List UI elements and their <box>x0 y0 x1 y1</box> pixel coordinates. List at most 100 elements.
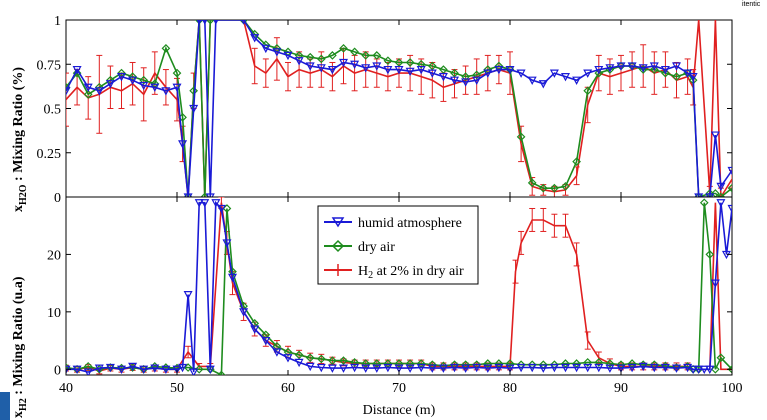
point-dry <box>183 363 193 372</box>
point-dry <box>294 350 304 360</box>
point-humid <box>394 65 404 75</box>
legend-entry-dry: dry air <box>324 239 395 255</box>
point-humid <box>427 364 437 373</box>
point-humid <box>616 364 626 373</box>
y-tick-label: 0.5 <box>44 103 62 118</box>
point-humid <box>178 140 188 149</box>
point-humid <box>161 87 171 96</box>
point-humid <box>660 65 670 75</box>
y-tick-label: 10 <box>47 306 61 321</box>
point-humid <box>150 364 160 373</box>
point-dry <box>483 359 493 368</box>
point-dry <box>339 356 348 365</box>
point-humid <box>327 364 337 373</box>
point-humid <box>727 166 732 176</box>
series-line-dry-0 <box>66 20 732 197</box>
point-humid <box>294 358 304 368</box>
legend-label-h2-sub: 2 <box>368 270 373 281</box>
point-humid <box>239 308 249 317</box>
point-humid <box>283 51 293 61</box>
x-tick-label: 70 <box>392 381 406 396</box>
legend-label-h2-rest: at 2% in dry air <box>373 264 464 279</box>
point-humid <box>483 364 493 373</box>
y-tick-label: 20 <box>47 248 61 263</box>
point-dry <box>672 72 681 81</box>
point-dry <box>405 58 415 67</box>
point-humid <box>649 363 659 373</box>
y-tick-label: 0 <box>54 363 61 378</box>
point-humid <box>338 364 349 373</box>
point-dry <box>605 359 615 368</box>
point-humid <box>205 365 215 375</box>
point-dry <box>294 51 304 60</box>
bottom-y-label-rest: : Mixing Ratio (u.a) <box>11 276 26 398</box>
legend-label-h2: H2 at 2% in dry air <box>358 264 464 281</box>
point-humid <box>189 104 199 114</box>
point-humid <box>527 363 537 373</box>
point-humid <box>683 363 693 373</box>
point-dry <box>272 341 282 351</box>
y-tick-label: 0 <box>54 191 61 206</box>
point-dry <box>261 330 271 340</box>
point-humid <box>438 73 448 82</box>
point-humid <box>305 62 315 71</box>
x-ticks: 40 50 60 70 80 90 100 <box>59 197 743 396</box>
point-humid <box>128 76 138 85</box>
point-humid <box>361 364 371 373</box>
point-humid <box>272 348 282 357</box>
top-y-label-sub: H2O <box>18 184 29 205</box>
point-humid <box>241 20 247 25</box>
point-dry <box>328 51 337 60</box>
point-humid <box>483 69 493 78</box>
point-humid <box>261 336 271 346</box>
point-dry <box>527 178 537 188</box>
point-humid <box>405 364 415 373</box>
point-dry <box>572 157 581 166</box>
point-humid <box>128 362 138 372</box>
y-tick-label: 0.25 <box>37 147 62 162</box>
y-tick-label: 0.75 <box>37 58 62 73</box>
point-humid <box>161 365 171 375</box>
point-humid <box>505 364 515 373</box>
point-humid <box>472 363 482 373</box>
point-humid <box>649 62 659 71</box>
point-humid <box>494 65 504 75</box>
point-dry <box>305 52 315 62</box>
point-humid <box>211 199 221 208</box>
bottom-y-label-sub: H2 <box>18 398 29 411</box>
point-dry <box>394 359 404 368</box>
point-humid <box>549 69 559 78</box>
bottom-plot-series <box>66 197 732 375</box>
point-humid <box>594 363 604 373</box>
point-humid <box>688 365 698 375</box>
point-dry <box>583 86 593 96</box>
bottom-y-label-main: x <box>11 411 26 418</box>
top-y-label-rest: : Mixing Ratio (%) <box>11 67 26 185</box>
point-humid <box>671 62 682 71</box>
point-humid <box>560 73 571 82</box>
point-humid <box>383 65 393 75</box>
point-humid <box>383 363 393 373</box>
top-plot-series <box>66 20 732 197</box>
point-humid <box>727 204 732 214</box>
point-dry <box>283 347 293 357</box>
point-dry <box>705 250 715 259</box>
point-humid <box>638 64 648 73</box>
point-humid <box>416 65 426 75</box>
point-humid <box>671 364 682 373</box>
point-humid <box>205 193 215 197</box>
legend-entry-humid: humid atmosphere <box>324 216 462 231</box>
point-humid <box>294 57 304 66</box>
point-humid <box>72 365 82 375</box>
point-dry <box>711 364 720 374</box>
point-dry <box>205 20 215 25</box>
point-dry <box>172 68 182 78</box>
point-humid <box>710 279 720 288</box>
point-dry <box>372 51 382 60</box>
point-humid <box>250 34 260 43</box>
point-humid <box>350 60 360 70</box>
point-humid <box>705 193 715 197</box>
top-plot: 0 0.25 0.5 0.75 1 xH2O : Mixing Ratio (%) <box>11 14 733 212</box>
point-dry <box>649 65 659 74</box>
